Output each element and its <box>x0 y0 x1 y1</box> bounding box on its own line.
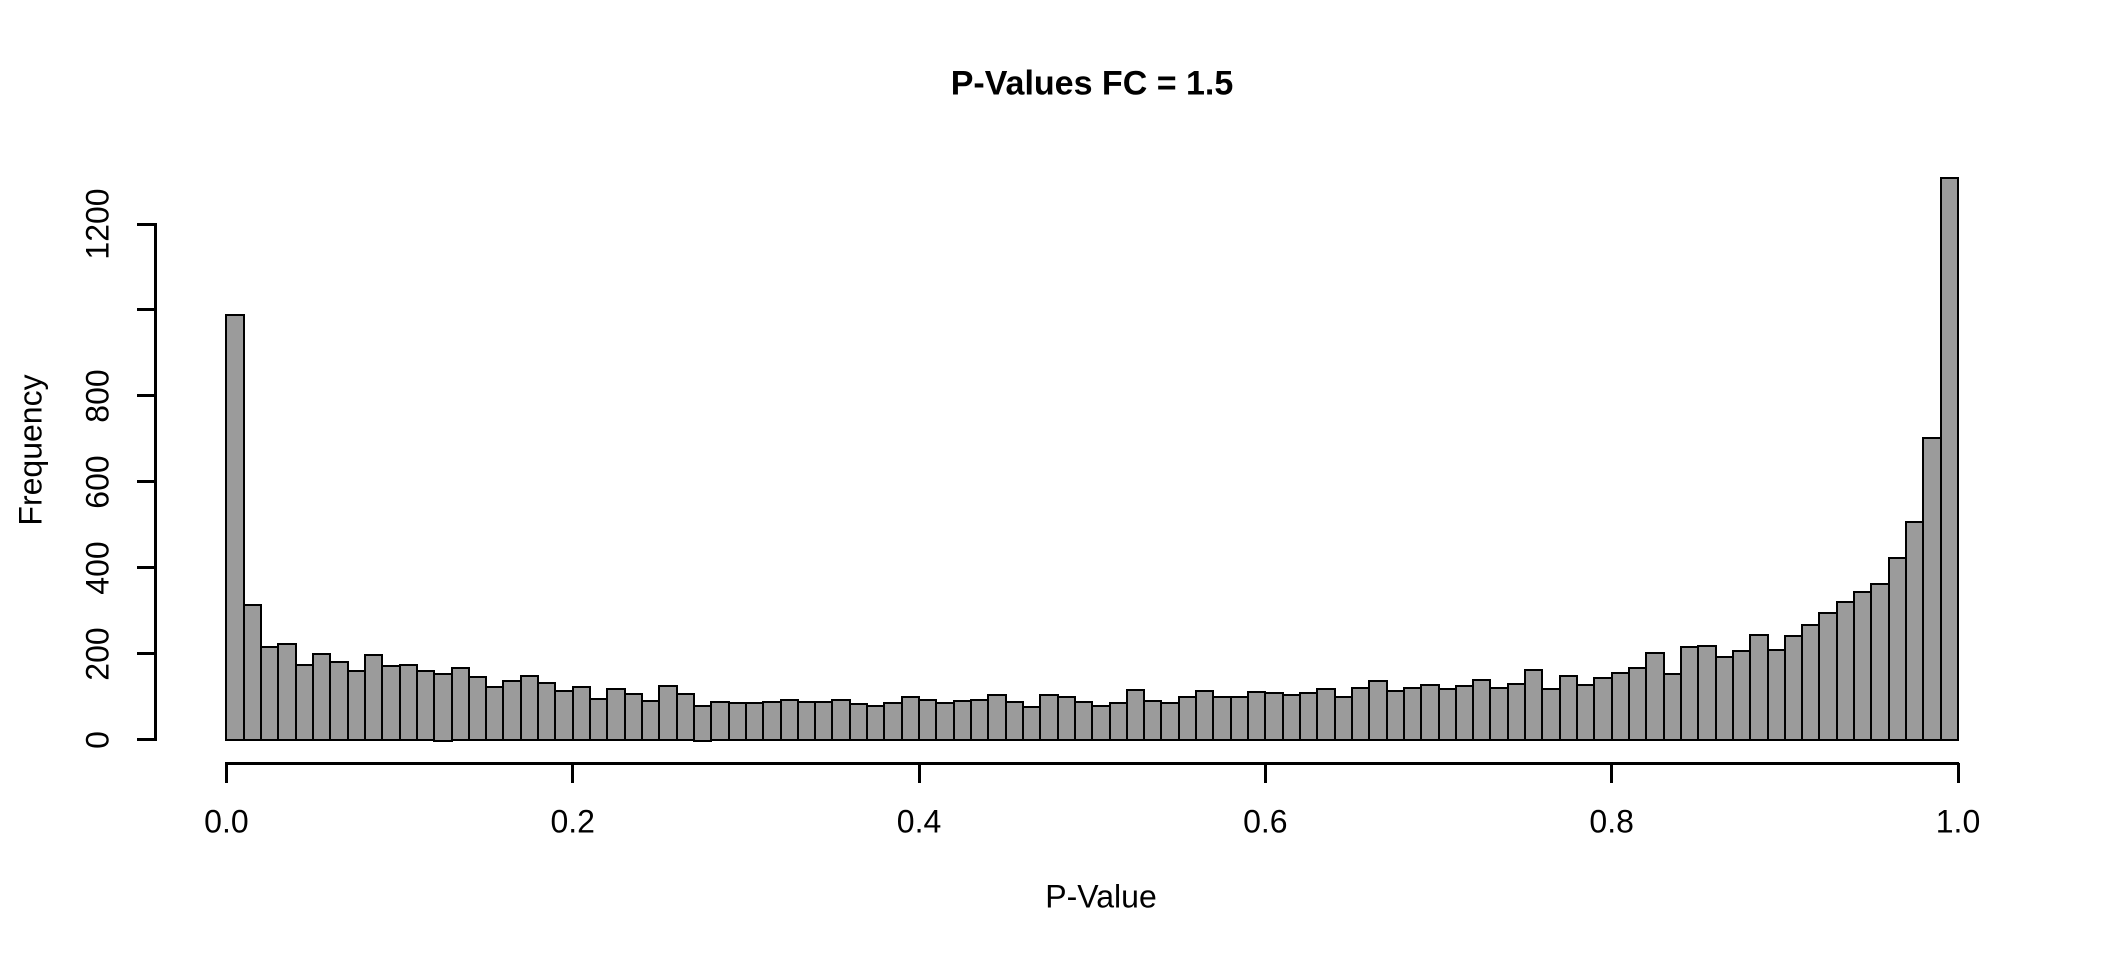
x-axis-line <box>224 761 1960 765</box>
x-tick-label: 0.2 <box>550 803 595 840</box>
x-tick-label: 0.0 <box>204 803 249 840</box>
histogram-bar <box>1939 176 1959 742</box>
y-tick <box>137 222 155 226</box>
y-tick-label: 1200 <box>79 188 116 260</box>
x-tick <box>224 763 228 784</box>
y-tick <box>137 566 155 570</box>
x-tick-label: 0.6 <box>1243 803 1288 840</box>
x-axis-label: P-Value <box>1045 878 1157 915</box>
x-tick <box>917 763 921 784</box>
x-tick <box>1263 763 1267 784</box>
x-tick-label: 1.0 <box>1935 803 1981 840</box>
x-tick-label: 0.4 <box>896 803 942 840</box>
y-tick-label: 0 <box>79 730 116 749</box>
y-tick <box>137 308 155 312</box>
y-tick <box>137 480 155 484</box>
y-axis-label: Frequency <box>12 374 49 526</box>
x-tick <box>571 763 575 784</box>
y-tick-label: 800 <box>79 369 116 423</box>
x-tick-label: 0.8 <box>1589 803 1634 840</box>
y-tick <box>137 652 155 656</box>
x-tick <box>1956 763 1960 784</box>
histogram-bar <box>225 314 245 742</box>
y-tick-label: 400 <box>79 540 116 595</box>
y-tick <box>137 394 155 398</box>
chart-title: P-Values FC = 1.5 <box>950 64 1234 103</box>
y-axis-line <box>153 222 157 741</box>
y-tick <box>137 738 155 741</box>
y-tick-label: 200 <box>79 626 116 681</box>
y-tick-label: 600 <box>79 455 116 509</box>
x-tick <box>1610 763 1614 784</box>
